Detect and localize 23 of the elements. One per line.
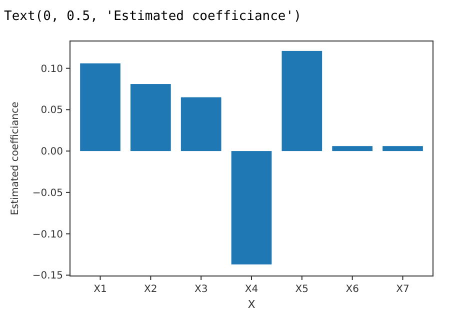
bar [130,84,171,152]
x-tick-label: X3 [194,284,208,295]
bar [180,97,222,152]
y-tick-label: −0.05 [32,188,63,199]
bar [80,63,120,152]
bar [382,146,423,152]
y-tick-label: 0.10 [40,64,63,75]
x-tick-label: X2 [144,284,158,295]
y-axis-title: Estimated coefficiance [10,102,21,216]
x-axis-title: X [248,298,256,311]
x-tick-label: X5 [295,284,309,295]
y-tick-label: −0.15 [32,270,63,282]
y-tick-label: −0.10 [32,229,63,240]
x-tick-label: X1 [94,284,107,295]
y-tick-label: 0.00 [40,146,63,158]
bar [231,151,272,264]
x-tick-label: X4 [244,284,258,295]
bar [332,146,372,152]
x-tick-label: X7 [396,284,410,295]
bar [282,50,322,152]
x-tick-label: X6 [346,284,359,295]
y-tick-label: 0.05 [40,105,63,116]
text: Text(0, 0.5, 'Estimated coefficiance') [4,9,302,24]
